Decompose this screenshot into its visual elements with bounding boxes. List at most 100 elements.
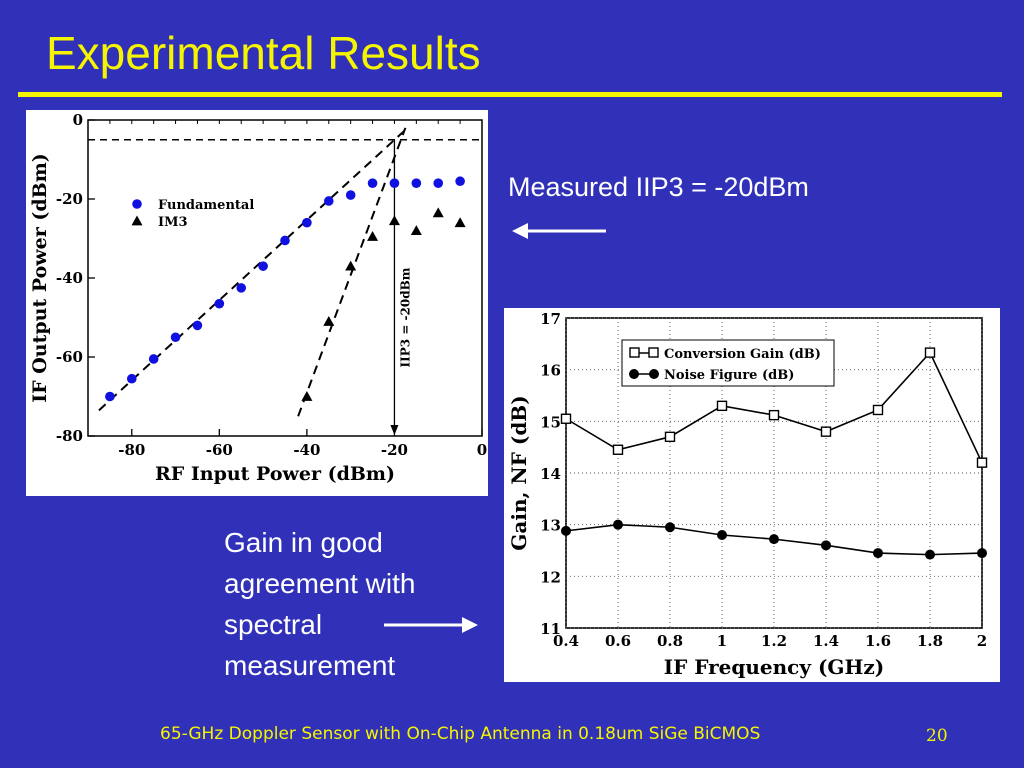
legend-nf-marker <box>649 369 659 379</box>
im3-point <box>345 260 357 271</box>
y-tick-label: 14 <box>540 465 561 483</box>
x-tick-label: 1.8 <box>917 632 943 650</box>
iip3-arrowhead <box>390 425 399 435</box>
legend-nf-marker <box>629 369 639 379</box>
y-tick-label: 15 <box>540 413 561 431</box>
x-tick-label: 0.8 <box>657 632 683 650</box>
im3-point <box>301 391 313 401</box>
y-axis-label: Gain, NF (dB) <box>507 395 531 550</box>
im3-point <box>410 225 422 235</box>
im3-point <box>323 315 335 326</box>
iip3-chart: -80 -60 -40 -20 0 0 -20 -40 -60 -80 RF Input Power… <box>26 110 488 496</box>
x-tick-label: 0.4 <box>553 632 579 650</box>
im3-point <box>367 231 379 241</box>
y-tick-label: -40 <box>56 269 83 287</box>
nf-point <box>873 548 883 559</box>
fundamental-point <box>236 283 247 293</box>
y-tick-label: -20 <box>56 190 83 208</box>
fundamental-point <box>345 190 356 200</box>
y-tick-label: 0 <box>73 111 83 129</box>
x-tick-label: 1 <box>717 632 727 650</box>
fundamental-point <box>302 217 312 228</box>
fundamental-point <box>192 320 203 331</box>
y-tick-label: 17 <box>540 310 561 328</box>
x-axis-label: IF Frequency (GHz) <box>664 655 884 679</box>
x-tick-label: -60 <box>206 441 233 459</box>
x-tick-label: 0 <box>477 441 487 459</box>
iip3-note: Measured IIP3 = -20dBm <box>508 172 809 202</box>
fundamental-point <box>389 178 400 188</box>
fundamental-point <box>411 178 422 188</box>
gain-point <box>560 413 572 424</box>
fundamental-point <box>170 332 181 343</box>
legend-nf-label: Noise Figure (dB) <box>664 368 794 383</box>
slide-title: Experimental Results <box>46 27 481 79</box>
gain-point <box>820 426 832 437</box>
gain-nf-chart-svg: 0.4 0.6 0.8 1 1.2 1.4 1.6 1.8 2 11 12 13 14 15 16 17 IF … <box>507 310 988 679</box>
x-tick-label: -80 <box>118 441 145 459</box>
x-tick-label: -40 <box>293 441 320 459</box>
legend-fundamental-marker <box>132 199 142 209</box>
iip3-chart-svg: -80 -60 -40 -20 0 0 -20 -40 -60 -80 RF Input Power… <box>29 111 487 485</box>
nf-point <box>821 540 831 551</box>
x-axis-label: RF Input Power (dBm) <box>155 463 395 485</box>
im3-point <box>388 215 400 226</box>
fundamental-point <box>148 354 159 364</box>
fundamental-point <box>105 391 115 402</box>
y-tick-label: -80 <box>56 427 83 445</box>
plot-frame <box>87 119 483 437</box>
gain-point <box>872 404 884 416</box>
y-axis-label: IF Output Power (dBm) <box>29 153 51 403</box>
x-tick-label: 1.6 <box>865 632 891 650</box>
im3-fit-line <box>297 127 407 417</box>
gain-point <box>924 347 936 358</box>
fundamental-point <box>280 235 290 246</box>
fundamental-fit-line <box>98 129 407 412</box>
legend-gain-marker <box>648 347 659 358</box>
x-tick-label: 0.6 <box>605 632 631 650</box>
x-tick-label: -20 <box>381 441 408 459</box>
nf-point <box>925 549 935 560</box>
y-tick-label: 13 <box>540 517 561 535</box>
fundamental-point <box>258 261 268 271</box>
nf-point <box>665 522 675 533</box>
nf-point <box>613 519 623 530</box>
nf-point <box>561 525 571 536</box>
fundamental-point <box>323 196 334 206</box>
im3-point <box>454 217 466 228</box>
x-tick-label: 1.4 <box>813 632 839 650</box>
legend-im3-marker <box>131 215 143 226</box>
title-underline <box>18 92 1002 97</box>
y-tick-label: 12 <box>540 568 561 586</box>
gain-point <box>612 444 624 455</box>
gain-point <box>976 457 988 468</box>
legend-gain-marker <box>629 347 640 358</box>
nf-point <box>717 530 727 540</box>
gain-nf-chart: 0.4 0.6 0.8 1 1.2 1.4 1.6 1.8 2 11 12 13 14 15 16 17 IF … <box>504 308 1000 682</box>
gain-point <box>716 400 728 412</box>
right-arrow-icon <box>384 617 478 633</box>
x-tick-label: 1.2 <box>761 632 787 650</box>
y-tick-label: 11 <box>540 620 561 638</box>
left-arrow-icon <box>512 223 606 239</box>
legend-gain-label: Conversion Gain (dB) <box>664 347 821 362</box>
gain-point <box>768 409 780 421</box>
fundamental-point <box>455 176 465 187</box>
footer-text: 65-GHz Doppler Sensor with On-Chip Anten… <box>160 724 761 744</box>
iip3-annotation: IIP3 = -20dBm <box>398 267 412 367</box>
fundamental-point <box>126 373 137 384</box>
y-tick-label: -60 <box>56 348 83 366</box>
legend-fundamental-label: Fundamental <box>158 198 254 213</box>
fundamental-point <box>367 178 378 188</box>
x-tick-label: 2 <box>977 632 987 650</box>
y-tick-label: 16 <box>540 362 561 380</box>
page-number: 20 <box>926 726 948 746</box>
fundamental-point <box>433 178 444 188</box>
nf-point <box>769 534 779 545</box>
im3-point <box>432 207 444 218</box>
legend-im3-label: IM3 <box>158 215 188 230</box>
fundamental-point <box>214 298 225 309</box>
nf-point <box>977 548 987 559</box>
gain-point <box>664 431 676 443</box>
gain-note: Gain in good agreement with spectral mea… <box>224 527 416 681</box>
